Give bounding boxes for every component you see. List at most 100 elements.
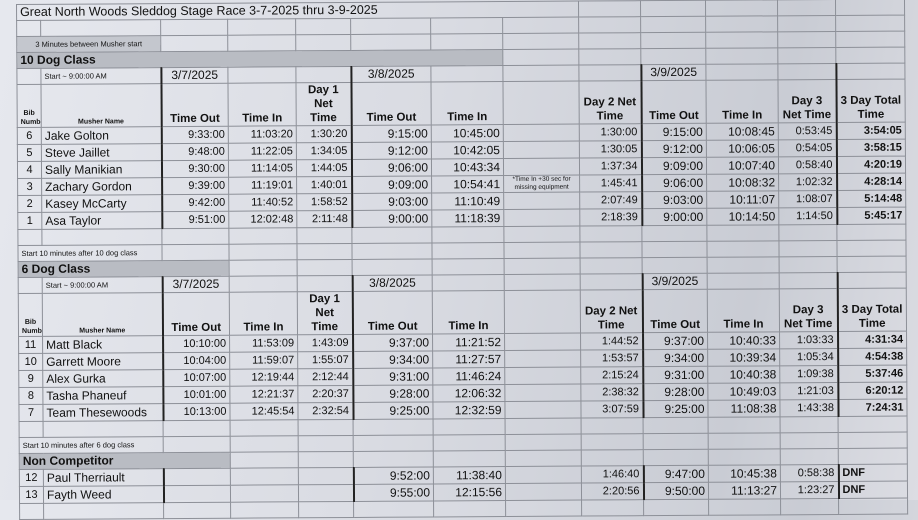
note-cell xyxy=(503,158,580,176)
day3-date: 3/9/2025 xyxy=(640,64,706,81)
d1-out-cell: 9:33:00 xyxy=(161,126,229,144)
musher-name: Kasey McCarty xyxy=(41,194,162,213)
bib-number: 5 xyxy=(17,144,42,162)
empty-cell xyxy=(779,256,838,273)
d3-out-cell: 9:50:00 xyxy=(643,482,709,500)
header-day2-time-in: Time In xyxy=(432,290,505,334)
empty-cell xyxy=(351,242,433,260)
bib-number: 9 xyxy=(18,370,43,388)
class-start-time: Start ~ 9:00:00 AM xyxy=(40,67,161,85)
header-day3-time-out: Time Out xyxy=(642,289,708,333)
d1-out-cell: 10:07:00 xyxy=(162,369,230,387)
d3-in-cell: 10:08:45 xyxy=(706,122,779,141)
musher-name: Jake Golton xyxy=(41,126,162,145)
header-day1-time-in: Time In xyxy=(229,291,298,336)
empty-cell xyxy=(641,225,707,242)
empty-cell xyxy=(17,229,42,246)
d3-net-cell: 0:53:45 xyxy=(778,122,837,140)
musher-name: Paul Therriault xyxy=(43,468,164,487)
d2-out-cell: 9:28:00 xyxy=(352,384,433,403)
empty-cell xyxy=(297,259,353,276)
d2-net-cell: 1:44:52 xyxy=(580,332,643,351)
empty-cell xyxy=(780,448,839,465)
empty-cell xyxy=(643,449,709,466)
d2-in-cell: 10:54:41 xyxy=(431,175,504,193)
header-day2-net: Day 2 Net Time xyxy=(578,80,642,125)
header-day1-net: Day 1 Net Time xyxy=(295,82,352,126)
empty-cell xyxy=(431,226,504,243)
header-total: 3 Day Total Time xyxy=(835,79,906,123)
d1-out-cell: 9:51:00 xyxy=(161,211,229,229)
d2-out-cell: 9:09:00 xyxy=(351,175,432,194)
header-day1-net: Day 1 Net Time xyxy=(297,291,353,335)
empty-cell xyxy=(642,257,708,274)
note-cell xyxy=(504,401,582,419)
empty-cell xyxy=(838,416,908,433)
header-day2-time-in: Time In xyxy=(430,81,504,125)
d1-net-cell: 1:34:05 xyxy=(296,142,352,160)
d3-out-cell: 9:34:00 xyxy=(642,349,708,367)
d2-in-cell: 12:32:59 xyxy=(432,401,506,419)
empty-cell xyxy=(19,421,44,438)
d3-in-cell: 10:40:33 xyxy=(707,331,780,350)
d2-net-cell: 2:20:56 xyxy=(581,482,644,501)
note-cell xyxy=(504,333,581,351)
empty-cell xyxy=(433,450,506,467)
total-cell: 4:20:19 xyxy=(836,156,906,174)
empty-cell xyxy=(16,68,41,85)
total-cell: 5:14:48 xyxy=(836,190,906,208)
header-bib: Bib Number xyxy=(18,293,43,337)
empty-cell xyxy=(837,256,907,273)
total-cell: 6:20:12 xyxy=(837,382,907,400)
empty-cell xyxy=(228,227,297,245)
bib-number: 1 xyxy=(17,212,42,230)
empty-cell xyxy=(298,501,354,518)
empty-cell xyxy=(505,418,582,435)
d3-in-cell: 10:40:38 xyxy=(707,365,780,384)
total-cell: 4:28:14 xyxy=(836,173,906,191)
empty-cell xyxy=(581,449,644,467)
empty-cell xyxy=(298,419,354,436)
bib-number: 11 xyxy=(18,336,43,354)
d2-net-cell: 2:07:49 xyxy=(579,191,642,210)
bib-number: 4 xyxy=(17,161,42,179)
d2-in-cell: 11:21:52 xyxy=(432,333,505,351)
empty-cell xyxy=(579,241,643,259)
d2-in-cell: 11:27:57 xyxy=(432,350,505,368)
d2-in-cell: 12:15:56 xyxy=(433,483,506,501)
d1-in-cell: 12:19:44 xyxy=(229,368,298,387)
musher-name: Sally Manikian xyxy=(41,160,162,179)
d3-in-cell: 10:08:32 xyxy=(706,173,779,192)
d3-in-cell: 10:11:07 xyxy=(706,190,779,209)
empty-cell xyxy=(230,451,299,469)
empty-cell xyxy=(353,500,434,518)
d1-net-cell: 2:32:54 xyxy=(297,402,354,420)
d1-net-cell: 1:40:01 xyxy=(296,176,352,194)
d2-out-cell: 9:12:00 xyxy=(351,141,432,160)
d1-in-cell: 11:40:52 xyxy=(228,193,297,212)
empty-cell xyxy=(161,244,230,261)
d1-out-cell: 10:10:00 xyxy=(162,335,230,353)
d3-net-cell: 1:02:32 xyxy=(778,173,837,191)
bib-number: 13 xyxy=(19,486,44,504)
empty-cell xyxy=(433,500,506,517)
empty-cell xyxy=(581,417,644,435)
d3-in-cell: 10:14:50 xyxy=(706,207,779,226)
d1-in-cell: 11:14:05 xyxy=(228,159,297,178)
note-cell xyxy=(503,141,580,159)
header-day3-net: Day 3 Net Time xyxy=(779,288,838,332)
header-day2-time-out: Time Out xyxy=(352,290,433,335)
d2-in-cell: 11:38:40 xyxy=(433,466,506,484)
d3-net-cell: 1:14:50 xyxy=(778,207,837,225)
empty-cell xyxy=(504,258,581,275)
empty-cell xyxy=(505,450,582,467)
header-musher: Musher Name xyxy=(42,292,163,337)
day2-date: 3/8/2025 xyxy=(350,65,431,83)
empty-cell xyxy=(705,47,778,65)
empty-cell xyxy=(228,243,298,261)
d2-in-cell: 11:18:39 xyxy=(431,209,504,227)
empty-cell xyxy=(163,436,231,453)
d1-in-cell: 11:53:09 xyxy=(229,334,298,353)
total-cell: 4:31:34 xyxy=(837,331,907,349)
d2-out-cell: 9:25:00 xyxy=(352,401,434,420)
